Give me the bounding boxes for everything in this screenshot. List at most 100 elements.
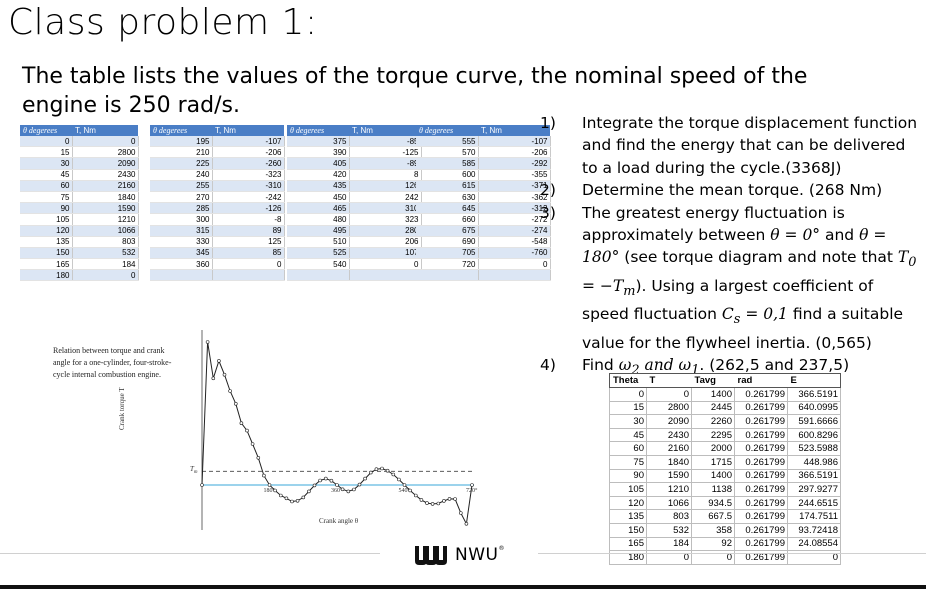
question-text: Integrate the torque displacement functi… (582, 114, 918, 177)
question-text: (see torque diagram and note that (619, 248, 898, 267)
table-cell: 2295 (691, 427, 735, 443)
x-tick-360: 360° (331, 487, 343, 494)
torque-point (267, 483, 272, 487)
theta-cell: 0 (20, 136, 73, 148)
footer-divider-right (538, 553, 926, 554)
table-row: 645 -312 (416, 202, 551, 215)
torque-cell: 85 (212, 247, 285, 260)
torque-point (419, 498, 424, 502)
torque-cell: 89 (212, 225, 285, 237)
torque-point (380, 466, 384, 471)
theta-cell: 285 (150, 202, 213, 215)
torque-cell: 2160 (72, 180, 139, 192)
table-cell: 0.261799 (734, 482, 788, 497)
table-cell: 1840 (646, 454, 692, 470)
torque-cell: -260 (212, 157, 285, 170)
torque-cell: 310 (349, 202, 422, 215)
table-cell: 667.5 (691, 509, 735, 524)
torque-diagram: Crank torque T Tm 180° 360° 540° 720° Cr… (118, 330, 478, 530)
theta-cell: 90 (20, 202, 73, 215)
torque-cell: 0 (478, 258, 551, 271)
table-header-row: θ degerees T, Nm (416, 125, 550, 136)
table-cell: 803 (646, 509, 692, 524)
torque-cell: 184 (72, 258, 139, 271)
math-theta-180: θ = 180° (582, 226, 887, 267)
theta-cell: 645 (416, 202, 479, 215)
table-row: 60 2160 2000 0.261799 523.5988 (609, 441, 841, 456)
table-cell: 174.7511 (787, 509, 841, 524)
torque-cell: -206 (478, 146, 551, 159)
theta-cell: 540 (287, 258, 350, 271)
torque-point (228, 389, 232, 393)
table-row: 510 206 (287, 236, 422, 248)
table-row: 720 0 (416, 258, 551, 271)
torque-cell: -355 (478, 169, 551, 181)
logo-wordmark: NWU (455, 545, 499, 565)
torque-cell (349, 269, 422, 282)
torque-point (453, 497, 457, 501)
column-header: T (646, 373, 692, 388)
torque-point (425, 501, 429, 505)
theta-cell: 450 (287, 191, 350, 204)
torque-point (374, 467, 379, 471)
theta-cell: 615 (416, 180, 479, 192)
theta-cell: 720 (416, 258, 479, 271)
column-header: T, Nm (478, 125, 550, 136)
torque-cell: -107 (478, 136, 551, 148)
table-row: 180 0 (20, 269, 139, 282)
theta-cell: 435 (287, 180, 350, 192)
question-list: 1) Integrate the torque displacement fun… (540, 112, 920, 383)
torque-cell: -760 (478, 247, 551, 260)
math-symbol: T (897, 248, 909, 267)
figure-caption: Relation between torque and crank angle … (53, 346, 172, 379)
question-text: ). Using a largest coefficient of speed … (582, 276, 874, 324)
theta-cell: 675 (416, 225, 479, 237)
torque-point (307, 489, 311, 494)
theta-cell: 150 (20, 247, 73, 260)
math-subscript: s (733, 312, 741, 328)
table-row: 630 -362 (416, 191, 551, 204)
torque-cell: -323 (212, 169, 285, 181)
table-row: 165 184 (20, 258, 139, 271)
theta-cell: 510 (287, 236, 350, 248)
theta-cell: 630 (416, 191, 479, 204)
theta-cell (416, 269, 479, 282)
table-row: 15 2800 (20, 146, 139, 159)
theta-cell: 375 (287, 136, 350, 148)
question-number: 4) (540, 356, 556, 375)
theta-cell: 15 (20, 146, 73, 159)
table-cell: 600.8296 (787, 427, 841, 443)
torque-cell: -125 (349, 146, 422, 159)
table-row: 135 803 667.5 0.261799 174.7511 (609, 509, 841, 524)
theta-cell: 480 (287, 213, 350, 226)
table-cell: 640.0995 (787, 400, 841, 416)
torque-point (368, 470, 373, 475)
torque-point (442, 499, 446, 503)
torque-point (279, 493, 283, 498)
table-row: 555 -107 (416, 136, 551, 148)
theta-cell: 255 (150, 180, 213, 192)
bottom-bar (0, 585, 926, 589)
torque-cell (212, 269, 285, 282)
table-row: 435 126 (287, 180, 422, 192)
table-cell: 448.986 (787, 454, 841, 470)
problem-statement: The table lists the values of the torque… (22, 64, 808, 118)
table-cell: 0 (609, 387, 647, 402)
table-cell: 0.261799 (734, 414, 788, 429)
torque-table-block-3: θ degerees T, Nm 375 -85 390 -125 405 -89 420 8 43… (287, 125, 422, 282)
table-cell: 30 (609, 414, 647, 429)
torque-point (284, 496, 289, 501)
theta-cell: 225 (150, 157, 213, 170)
question-text: The greatest energy fluctuation is appro… (582, 203, 845, 245)
table-cell: 120 (609, 495, 647, 511)
torque-cell: -206 (212, 146, 285, 159)
table-cell: 0.261799 (734, 536, 788, 552)
table-cell: 1590 (646, 468, 692, 484)
table-row: 420 8 (287, 169, 422, 181)
torque-point (250, 442, 255, 446)
question-text: find a suitable value for the flywheel i… (582, 305, 904, 352)
logo-text: NWU® (455, 545, 505, 565)
math-omega: ω2 and ω1 (619, 356, 700, 378)
question-1: 1) Integrate the torque displacement fun… (540, 112, 920, 179)
table-row: 465 310 (287, 202, 422, 215)
